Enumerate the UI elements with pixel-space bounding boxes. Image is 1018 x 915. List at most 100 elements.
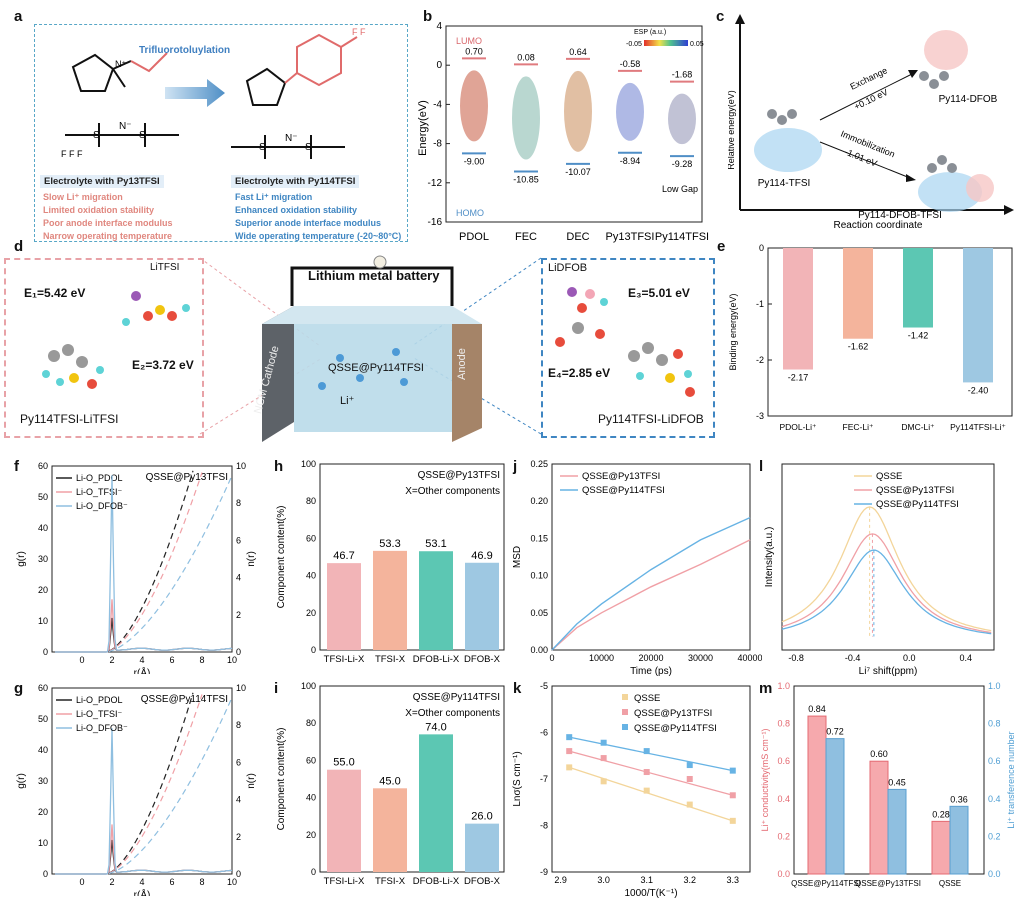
category-label: DFOB-X <box>464 654 501 665</box>
esp-label: ESP (a.u.) <box>634 29 666 36</box>
category-label: DFOB-Li-X <box>413 876 460 887</box>
panel-label-g: g <box>14 680 24 697</box>
ytick-label: 20 <box>38 807 48 817</box>
bar-label: 46.9 <box>471 550 492 562</box>
y2tick-label: 0.4 <box>988 794 1001 804</box>
ytick-label: 20 <box>38 585 48 595</box>
nr-line <box>108 470 194 652</box>
panel-label-a: a <box>14 8 23 25</box>
ytick-label: 40 <box>38 745 48 755</box>
y2tick-label: 6 <box>236 757 241 767</box>
y2tick-label: 0.8 <box>988 719 1001 729</box>
category-label: TFSI-Li-X <box>324 654 365 665</box>
homo-label: HOMO <box>456 208 484 218</box>
ytick-label: 10 <box>38 838 48 848</box>
left-caption: Py114TFSI-LiTFSI <box>20 412 119 426</box>
b-category: Py13TFSI <box>606 231 655 243</box>
chart-title: QSSE@Py13TFSI <box>418 470 500 481</box>
bar-label: 0.60 <box>870 749 888 759</box>
ytick-label: 0.20 <box>530 496 548 506</box>
immob-arrow-icon <box>906 174 916 182</box>
rdf-line <box>55 728 233 875</box>
ytick-label: 1.0 <box>777 681 790 691</box>
xlabel: Time (ps) <box>630 666 672 677</box>
ytick-label: 30 <box>38 776 48 786</box>
py114-tfsi-blob <box>754 128 822 172</box>
esp-min: -0.05 <box>626 41 642 48</box>
panel-label-e: e <box>717 238 726 255</box>
data-point <box>600 755 607 762</box>
plot-frame <box>319 685 505 873</box>
e-bar <box>903 248 933 328</box>
plot-frame <box>551 685 751 873</box>
xtick-label: 30000 <box>688 653 713 663</box>
ytick-label: 30 <box>38 554 48 564</box>
panel-label-c: c <box>716 8 725 25</box>
legend-label: QSSE@Py114TFSI <box>876 499 959 510</box>
ytick-label: 20 <box>306 830 316 840</box>
ytick-label: 0 <box>43 869 48 879</box>
e-bar-label: -1.42 <box>908 331 929 341</box>
c-top: Py114-DFOB <box>939 94 998 105</box>
right-item: Fast Li⁺ migration <box>235 192 313 202</box>
legend-label: QSSE@Py13TFSI <box>582 471 660 482</box>
rdf-line <box>55 475 233 653</box>
rdf-line <box>55 617 233 653</box>
b-ytick-label: -12 <box>428 178 443 189</box>
xtick-label: 3.0 <box>597 875 610 885</box>
legend-swatch <box>622 694 628 700</box>
e-category: Py114TFSI-Li⁺ <box>950 422 1006 432</box>
py114-structure <box>231 33 358 159</box>
trifluoro-label: Trifluorotoluylation <box>139 45 231 56</box>
data-point <box>643 769 650 776</box>
anode-label: Anode <box>456 348 468 380</box>
esp-molecule <box>668 93 696 145</box>
bar-label: 53.3 <box>379 538 400 550</box>
y2tick-label: 2 <box>236 610 241 620</box>
chart-j: 0 10000 20000 30000 40000 0.00 0.05 0.10 0.15 0.2… <box>512 459 762 677</box>
xtick-label: 2 <box>109 877 114 887</box>
e-ylabel: Binding energy(eV) <box>728 293 738 370</box>
e-category: DMC-Li⁺ <box>901 422 935 432</box>
chart-i: 0 20 40 60 80 100 Component content(%) QSSE@Py1… <box>276 681 505 887</box>
y2tick-label: 0 <box>236 869 241 879</box>
y2tick-label: 0.0 <box>988 869 1001 879</box>
chart-m: 0.0 0.0 0.2 0.2 0.4 0.4 0.6 0.6 0.8 0.8 1.0 1.0 Li⁺ … <box>760 681 1016 888</box>
legend-label: Li-O_TFSI⁻ <box>76 709 123 719</box>
ytick-label: 0 <box>311 645 316 655</box>
e-bar <box>783 248 813 370</box>
ytick-label: 40 <box>306 571 316 581</box>
right-item: Superior anode interface modulus <box>235 218 382 228</box>
bar <box>931 820 951 875</box>
ytick-label: 0.0 <box>777 869 790 879</box>
xtick-label: 8 <box>199 655 204 665</box>
b-category: Py114TFSI <box>655 231 709 243</box>
chart-title: QSSE@Py114TFSI <box>141 694 228 705</box>
bar <box>419 551 453 650</box>
ytick-label: 0.05 <box>530 608 548 618</box>
ytick-label: 100 <box>301 459 316 469</box>
chart-l: -0.8 -0.4 0.0 0.4 Li⁷ shift(ppm) Intensity(a.… <box>764 463 995 677</box>
right-items: Fast Li⁺ migration Enhanced oxidation st… <box>235 191 401 243</box>
nr-line <box>108 692 194 874</box>
panel-label-k: k <box>513 680 522 697</box>
homo-value: -9.00 <box>464 156 485 166</box>
lumo-value: -0.58 <box>620 59 641 69</box>
rdf-line <box>55 599 233 653</box>
anode-block <box>452 324 482 442</box>
ytick-label: 60 <box>306 533 316 543</box>
b-ytick-label: -4 <box>433 99 442 110</box>
panel-b-yticks: 4 0 -4 -8 -12 -16 <box>428 21 450 228</box>
c-yaxis-arrow-icon <box>735 14 745 24</box>
plot-frame <box>767 247 1013 417</box>
e-bar <box>963 248 993 383</box>
bar <box>327 769 361 872</box>
py114-s1: S <box>259 142 266 153</box>
e-category: FEC-Li⁺ <box>843 422 874 432</box>
left-item: Slow Li⁺ migration <box>43 192 123 202</box>
chart-title: QSSE@Py13TFSI <box>146 472 228 483</box>
panel-label-m: m <box>759 680 773 697</box>
py13-s2: S <box>139 130 146 141</box>
left-items: Slow Li⁺ migration Limited oxidation sta… <box>43 191 173 243</box>
